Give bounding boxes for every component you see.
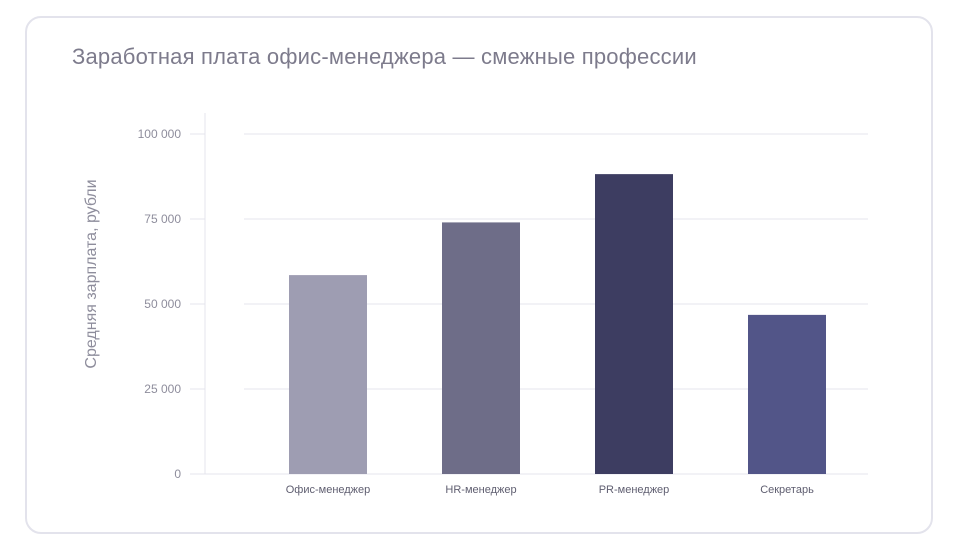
x-tick-label: Офис-менеджер <box>286 484 371 496</box>
y-tick-label: 50 000 <box>144 297 181 311</box>
y-tick-label: 0 <box>174 467 181 481</box>
y-tick-labels: 0 25 000 50 000 75 000 100 000 <box>138 127 182 481</box>
chart-title: Заработная плата офис-менеджера — смежны… <box>72 44 697 69</box>
x-tick-label: Секретарь <box>760 484 814 496</box>
x-tick-label: HR-менеджер <box>445 484 516 496</box>
y-tick-label: 75 000 <box>144 212 181 226</box>
y-axis-label: Средняя зарплата, рубли <box>83 179 100 368</box>
y-tick-label: 25 000 <box>144 382 181 396</box>
bar <box>289 275 367 474</box>
x-tick-label: PR-менеджер <box>599 484 670 496</box>
y-tick-label: 100 000 <box>138 127 182 141</box>
bar <box>595 174 673 474</box>
x-tick-labels: Офис-менеджер HR-менеджер PR-менеджер Секре… <box>286 484 814 496</box>
bar <box>748 314 826 474</box>
bar <box>442 222 520 474</box>
bars <box>289 174 826 474</box>
